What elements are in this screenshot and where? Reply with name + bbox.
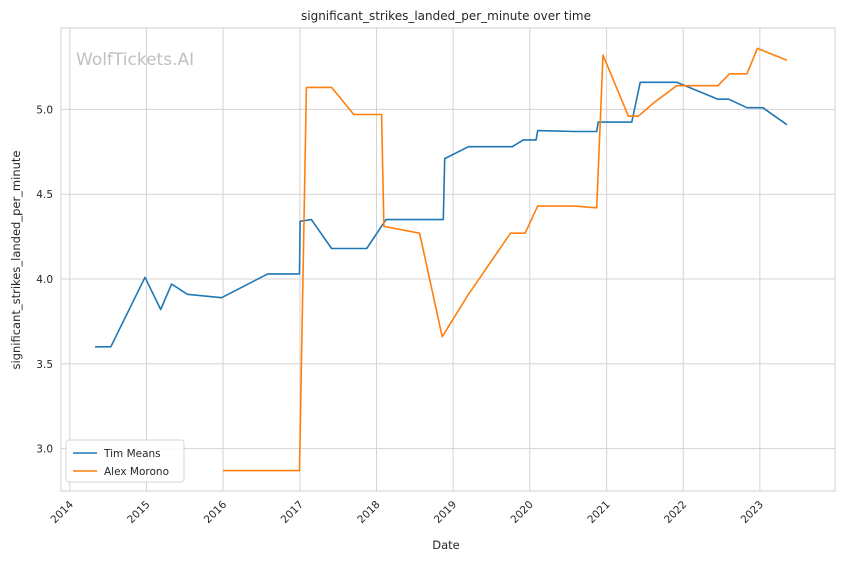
grid <box>61 28 835 491</box>
x-tick-label: 2019 <box>432 499 459 526</box>
x-tick-label: 2018 <box>355 499 382 526</box>
y-axis-label: significant_strikes_landed_per_minute <box>9 151 23 370</box>
y-tick-label: 3.5 <box>36 359 53 371</box>
x-tick-labels: 2014 2015 2016 2017 2018 2019 2020 2021 2022 2023 <box>49 498 766 526</box>
x-tick-label: 2016 <box>202 498 230 526</box>
legend-label-alex-morono: Alex Morono <box>104 466 169 478</box>
y-tick-label: 3.0 <box>36 444 53 456</box>
x-tick-label: 2015 <box>125 499 152 526</box>
y-tick-label: 5.0 <box>36 104 53 116</box>
x-tick-label: 2014 <box>49 498 77 526</box>
x-tick-label: 2017 <box>279 499 306 526</box>
x-tick-label: 2023 <box>739 499 766 526</box>
plot-frame <box>60 27 836 492</box>
series-line-alex-morono <box>223 47 788 472</box>
y-tick-labels: 3.0 3.5 4.0 4.5 5.0 <box>36 104 53 455</box>
series-lines <box>95 47 788 472</box>
chart-title: significant_strikes_landed_per_minute ov… <box>301 9 591 23</box>
y-tick-label: 4.5 <box>36 189 53 201</box>
legend: Tim Means Alex Morono <box>65 439 185 483</box>
legend-label-tim-means: Tim Means <box>103 448 161 460</box>
series-line-tim-means <box>95 81 788 348</box>
x-tick-label: 2020 <box>508 499 535 526</box>
y-tick-label: 4.0 <box>36 274 53 286</box>
x-tick-label: 2022 <box>662 499 689 526</box>
x-axis-label: Date <box>432 538 460 552</box>
x-tick-label: 2021 <box>585 499 612 526</box>
watermark: WolfTickets.AI <box>76 50 194 70</box>
